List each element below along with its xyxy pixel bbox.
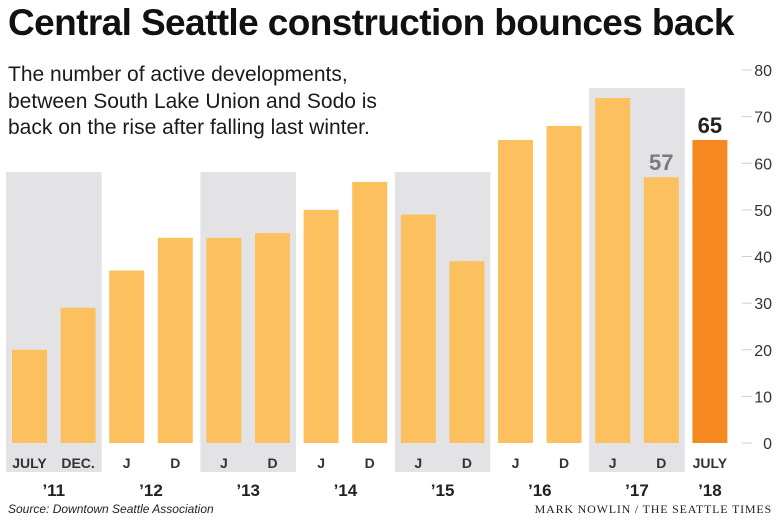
x-tick-label: J — [414, 455, 422, 471]
x-tick-label: D — [365, 455, 375, 471]
x-tick-label: D — [559, 455, 569, 471]
subtitle-line: back on the rise after falling last wint… — [8, 116, 370, 139]
x-tick-label: D — [462, 455, 472, 471]
y-tick-label: 60 — [754, 156, 772, 173]
bar — [12, 349, 47, 443]
x-tick-label: JULY — [12, 455, 47, 471]
year-label: ’12 — [139, 481, 163, 500]
y-tick-label: 30 — [754, 296, 772, 313]
y-tick-label: 70 — [754, 110, 772, 127]
bar — [157, 237, 193, 443]
bars — [12, 97, 728, 444]
x-tick-label: DEC. — [61, 455, 94, 471]
y-tick-label: 40 — [754, 250, 772, 267]
x-tick-label: J — [220, 455, 228, 471]
year-label: ’13 — [236, 481, 260, 500]
bar — [60, 307, 96, 443]
year-label: ’11 — [42, 481, 65, 500]
bar — [692, 139, 728, 443]
bar — [595, 97, 631, 443]
value-callout: 65 — [698, 113, 722, 138]
subtitle-line: The number of active developments, — [8, 63, 348, 86]
bar — [206, 237, 242, 443]
year-label: ’17 — [625, 481, 649, 500]
y-tick-label: 80 — [754, 63, 772, 80]
y-axis: 0 10 20 30 40 50 60 70 80 — [742, 63, 772, 453]
bar — [498, 139, 533, 443]
x-tick-label: J — [317, 455, 325, 471]
bar — [255, 233, 290, 443]
bar — [449, 261, 485, 443]
year-label: ’18 — [698, 481, 722, 500]
chart-subtitle: The number of active developments, betwe… — [8, 62, 448, 142]
y-tick-label: 0 — [763, 436, 772, 453]
bar — [546, 125, 582, 443]
y-tick-label: 20 — [754, 343, 772, 360]
year-label: ’16 — [528, 481, 552, 500]
chart-title: Central Seattle construction bounces bac… — [8, 2, 734, 43]
x-tick-label: J — [512, 455, 520, 471]
x-tick-label: D — [267, 455, 277, 471]
credit-line: MARK NOWLIN / THE SEATTLE TIMES — [534, 502, 772, 516]
value-callout: 57 — [649, 150, 673, 175]
year-bands — [6, 88, 685, 472]
year-label: ’15 — [431, 481, 455, 500]
bar — [400, 214, 436, 443]
y-tick-label: 50 — [754, 203, 772, 220]
x-tick-label: J — [123, 455, 131, 471]
value-callouts: 57 65 — [649, 113, 722, 175]
source-note: Source: Downtown Seattle Association — [8, 502, 214, 516]
x-tick-label: D — [656, 455, 666, 471]
x-axis: JULY DEC. J D J D J D J D J D J D JULY ’11 ’12 ’13 ’14 ’15 ’… — [12, 455, 728, 500]
x-tick-label: JULY — [693, 455, 728, 471]
y-tick-label: 10 — [754, 389, 772, 406]
bar — [643, 177, 679, 444]
x-tick-label: J — [609, 455, 617, 471]
subtitle-line: between South Lake Union and Sodo is — [8, 89, 377, 113]
bar — [303, 209, 339, 443]
bar — [352, 181, 388, 443]
bar — [109, 270, 145, 443]
x-tick-label: D — [170, 455, 180, 471]
year-label: ’14 — [334, 481, 358, 500]
